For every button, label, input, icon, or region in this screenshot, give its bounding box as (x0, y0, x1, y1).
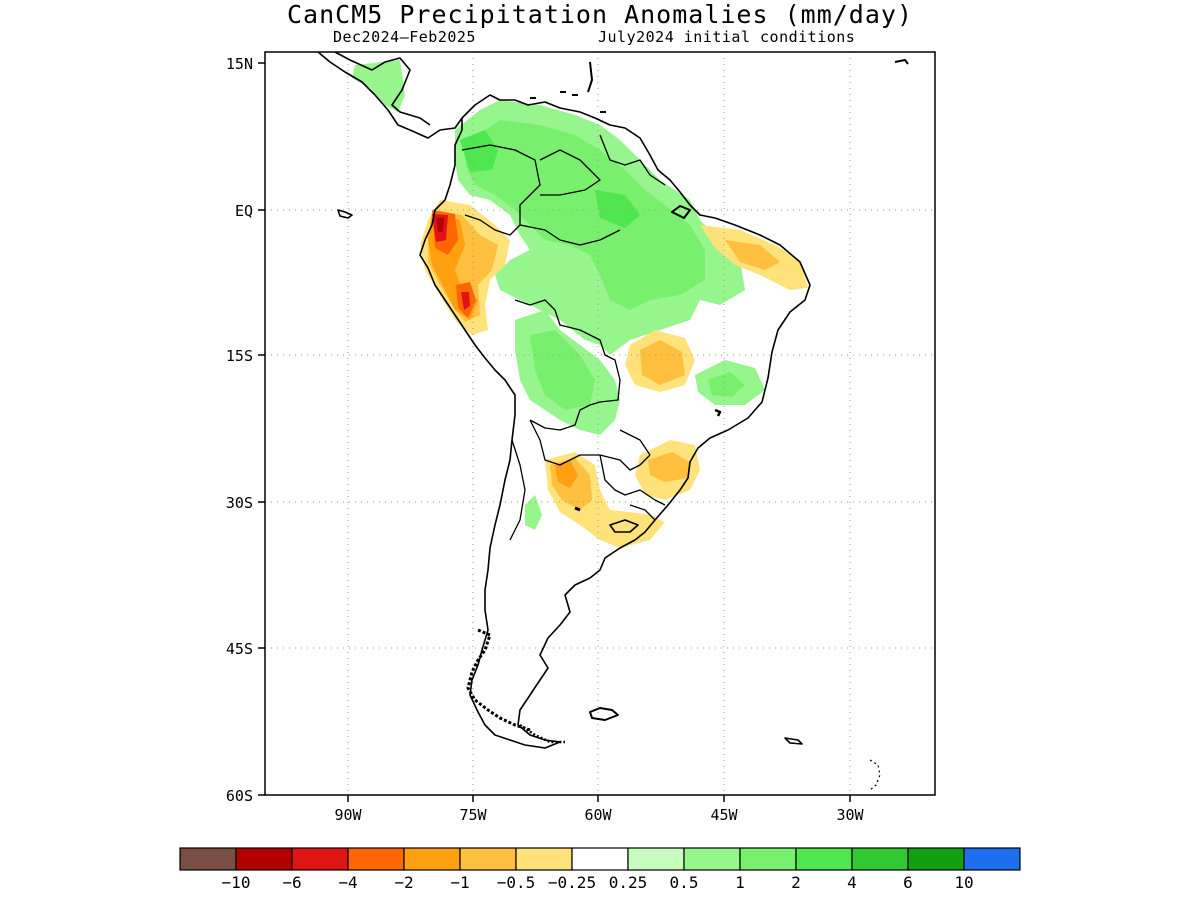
anomaly-ne-brazil-dry-core (725, 240, 780, 270)
anomaly-amazon-wet-strong2 (595, 190, 640, 228)
anomaly-bolivia-wet-core (530, 330, 595, 410)
colorbar-swatch (627, 847, 685, 871)
anomaly-andes-wet (525, 495, 542, 530)
colorbar-label: −2 (394, 873, 413, 892)
colorbar-label: 2 (791, 873, 801, 892)
lat-tick-30s: 30S (226, 494, 253, 512)
anomaly-amazon-wet-strong (460, 130, 498, 172)
colorbar-swatch (795, 847, 853, 871)
lat-tick-15s: 15S (226, 347, 253, 365)
colorbar-swatch (403, 847, 461, 871)
anomaly-argentina-dry-strong (555, 460, 578, 488)
colorbar-swatch (739, 847, 797, 871)
map-title: CanCM5 Precipitation Anomalies (mm/day) (287, 0, 913, 29)
anomaly-peru-dry-darkred (436, 218, 444, 232)
lon-tick-30w: 30W (836, 806, 864, 824)
anomaly-central-brazil-dry-core (640, 340, 685, 385)
colorbar-label: −6 (282, 873, 301, 892)
colorbar (179, 847, 1021, 871)
anomaly-s-brazil-dry-core (648, 452, 690, 482)
coastlines (317, 52, 909, 791)
lon-tick-45w: 45W (710, 806, 738, 824)
colorbar-swatch (571, 847, 629, 871)
colorbar-label: 10 (954, 873, 973, 892)
colorbar-label: 1 (735, 873, 745, 892)
map-grid (265, 52, 935, 795)
colorbar-label: −10 (222, 873, 251, 892)
colorbar-swatch (515, 847, 573, 871)
colorbar-label: 0.25 (609, 873, 648, 892)
colorbar-swatch (291, 847, 349, 871)
colorbar-labels: −10 −6 −4 −2 −1 −0.5 −0.25 0.25 0.5 1 2 4 6 10 (222, 873, 974, 892)
colorbar-swatch (683, 847, 741, 871)
colorbar-label: −0.5 (497, 873, 536, 892)
anomaly-central-america-wet (352, 60, 405, 112)
colorbar-swatch (459, 847, 517, 871)
lat-tick-eq: EQ (235, 202, 253, 220)
lat-tick-15n: 15N (226, 55, 253, 73)
map-frame (264, 51, 936, 796)
anomaly-peru-south-red (461, 292, 470, 310)
colorbar-swatch (963, 847, 1021, 871)
colorbar-label: −4 (338, 873, 357, 892)
lat-tick-45s: 45S (226, 640, 253, 658)
colorbar-label: 0.5 (670, 873, 699, 892)
lon-tick-60w: 60W (584, 806, 612, 824)
anomaly-amazon-wet-core (465, 120, 705, 310)
colorbar-label: −0.25 (548, 873, 596, 892)
colorbar-swatch (907, 847, 965, 871)
colorbar-label: 6 (903, 873, 913, 892)
forecast-period: Dec2024–Feb2025 (333, 28, 476, 46)
colorbar-label: 4 (847, 873, 857, 892)
lon-tick-90w: 90W (334, 806, 362, 824)
colorbar-swatch (179, 847, 237, 871)
colorbar-label: −1 (450, 873, 469, 892)
initial-conditions: July2024 initial conditions (598, 28, 856, 46)
colorbar-swatch (347, 847, 405, 871)
colorbar-swatch (235, 847, 293, 871)
lon-tick-75w: 75W (459, 806, 487, 824)
anomaly-east-brazil-wet-core (708, 372, 745, 397)
colorbar-swatch (851, 847, 909, 871)
country-borders (461, 134, 666, 541)
south-america-coast (419, 94, 811, 749)
anomaly-shading (352, 60, 808, 548)
lat-tick-60s: 60S (226, 787, 253, 805)
